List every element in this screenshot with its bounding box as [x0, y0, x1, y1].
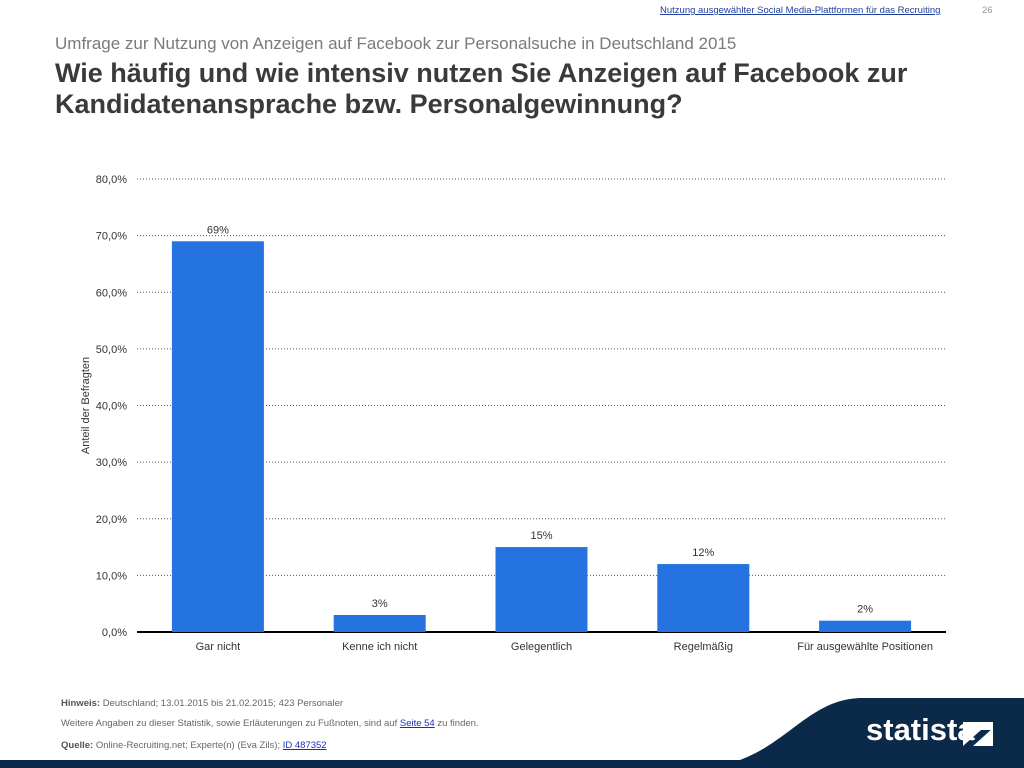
source-id-link[interactable]: ID 487352 — [282, 740, 327, 751]
x-tick-label: Regelmäßig — [674, 641, 733, 653]
x-tick-label: Gar nicht — [196, 641, 241, 653]
page-subtitle: Umfrage zur Nutzung von Anzeigen auf Fac… — [55, 34, 737, 53]
y-tick-label: 10,0% — [96, 570, 127, 582]
statista-logo[interactable]: statista — [866, 712, 975, 747]
statista-logo-icon — [963, 722, 993, 746]
header-link[interactable]: Nutzung ausgewählter Social Media-Plattf… — [660, 5, 941, 16]
x-tick-label: Kenne ich nicht — [342, 641, 417, 653]
y-tick-label: 40,0% — [96, 401, 127, 413]
y-tick-label: 20,0% — [96, 514, 127, 526]
footer-hint: Hinweis: Deutschland; 13.01.2015 bis 21.… — [61, 698, 343, 709]
bar — [819, 620, 912, 632]
page-number: 26 — [982, 5, 993, 16]
data-label: 3% — [372, 598, 388, 610]
y-tick-label: 0,0% — [102, 627, 127, 639]
y-tick-label: 50,0% — [96, 344, 127, 356]
page-link[interactable]: Seite 54 — [399, 718, 435, 729]
source-text: Online-Recruiting.net; Experte(n) (Eva Z… — [95, 740, 281, 751]
bottom-bar — [0, 760, 1024, 768]
footer-source: Quelle: Online-Recruiting.net; Experte(n… — [61, 740, 327, 751]
data-label: 2% — [857, 604, 873, 616]
hint-label: Hinweis: — [61, 698, 101, 709]
bar — [657, 564, 750, 632]
x-tick-label: Gelegentlich — [511, 641, 572, 653]
y-tick-label: 30,0% — [96, 457, 127, 469]
y-tick-label: 80,0% — [96, 174, 127, 186]
y-tick-label: 70,0% — [96, 231, 127, 243]
footer-more: Weitere Angaben zu dieser Statistik, sow… — [61, 718, 479, 729]
bar-chart: 0,0% 10,0% 20,0% 30,0% 40,0% 50,0% 60,0% 70,0% 8… — [80, 174, 946, 653]
hint-text: Deutschland; 13.01.2015 bis 21.02.2015; … — [102, 698, 344, 709]
x-tick-label: Für ausgewählte Positionen — [797, 641, 933, 653]
bar — [171, 241, 264, 632]
bar — [333, 615, 426, 632]
data-label: 15% — [530, 530, 552, 542]
bar — [495, 547, 588, 632]
y-tick-label: 60,0% — [96, 287, 127, 299]
page-title: Wie häufig und wie intensiv nutzen Sie A… — [55, 58, 908, 119]
y-axis-label: Anteil der Befragten — [80, 357, 92, 454]
data-label: 69% — [207, 224, 229, 236]
logo-wave-shape — [700, 698, 1024, 768]
more-text-after: zu finden. — [437, 718, 479, 729]
data-label: 12% — [692, 547, 714, 559]
more-text: Weitere Angaben zu dieser Statistik, sow… — [61, 718, 398, 729]
source-label: Quelle: — [61, 740, 94, 751]
